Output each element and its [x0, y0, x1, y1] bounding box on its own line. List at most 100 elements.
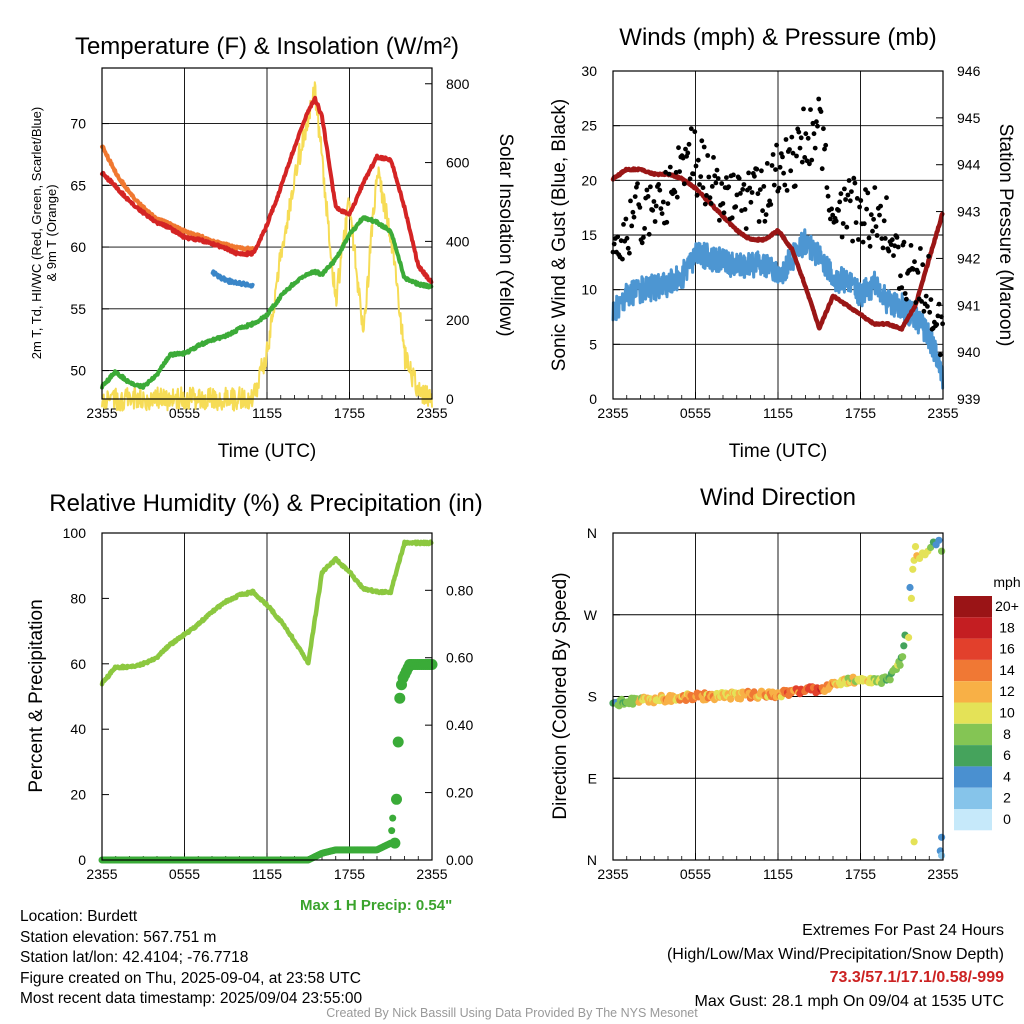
wind-panel-title: Winds (mph) & Pressure (mb): [619, 24, 936, 51]
gust-point: [672, 189, 678, 195]
wind-y2tick-label: 946: [957, 63, 981, 79]
gust-point: [762, 218, 768, 224]
gust-point: [839, 234, 845, 240]
extremes-block: Extremes For Past 24 Hours (High/Low/Max…: [667, 919, 1004, 1013]
legend-swatch: [954, 617, 992, 639]
rh-ytick-label: 0: [78, 852, 86, 868]
dir-xtick-label: 2355: [927, 866, 958, 882]
direction-point: [896, 661, 904, 669]
dir-xtick-label: 2355: [597, 866, 628, 882]
gust-point: [840, 221, 846, 226]
legend-label: 0: [1003, 811, 1011, 827]
gust-point: [757, 187, 763, 193]
wind-ytick-label: 20: [581, 172, 597, 188]
gust-point: [898, 273, 903, 279]
gust-point: [842, 186, 847, 192]
gust-point: [788, 168, 794, 174]
sonic-wind-line: [611, 228, 945, 390]
gust-point: [634, 184, 639, 190]
gust-point: [936, 301, 942, 307]
gust-point: [864, 206, 869, 212]
wind-ytick-label: 10: [581, 282, 597, 298]
gust-point: [849, 189, 854, 195]
gust-point: [782, 182, 788, 188]
dir-xtick-label: 1155: [763, 866, 793, 882]
rh-y2tick-label: 0.00: [446, 852, 473, 868]
gust-point: [833, 218, 839, 224]
figure-created: Figure created on Thu, 2025-09-04, at 23…: [20, 969, 361, 987]
gust-point: [823, 142, 829, 148]
gust-point: [656, 182, 661, 187]
credit-line: Created By Nick Bassill Using Data Provi…: [326, 1006, 698, 1020]
station-latlon: Station lat/lon: 42.4104; -76.7718: [20, 949, 249, 966]
gust-point: [873, 224, 879, 230]
gust-point: [721, 210, 727, 216]
gust-point: [776, 185, 782, 191]
rh-ytick-label: 80: [70, 590, 86, 606]
gust-point: [631, 214, 637, 220]
gust-point: [719, 181, 725, 186]
gust-point: [748, 199, 754, 205]
dir-ytick-label: E: [588, 770, 597, 786]
gust-point: [681, 181, 687, 187]
gust-point: [660, 199, 666, 205]
gust-point: [844, 224, 850, 230]
wind-xtick-label: 2355: [597, 405, 628, 421]
dir-y-label: Direction (Colored By Speed): [550, 572, 571, 819]
wind-xtick-label: 2355: [927, 405, 958, 421]
gust-point: [709, 184, 715, 189]
direction-point: [910, 838, 918, 846]
gust-point: [861, 221, 867, 227]
gust-point: [621, 222, 626, 227]
temp-y-label-2: & 9m T (Orange): [44, 184, 59, 281]
gust-point: [770, 152, 776, 157]
gust-point: [646, 231, 652, 237]
gust-point: [705, 153, 711, 158]
gust-point: [685, 150, 691, 156]
gust-point: [796, 129, 802, 135]
gust-point: [736, 176, 742, 181]
gust-point: [652, 219, 658, 224]
gust-point: [801, 106, 806, 112]
gust-point: [777, 164, 783, 170]
direction-point: [911, 543, 920, 551]
gust-point: [822, 146, 827, 152]
wind-xtick-label: 1155: [763, 405, 793, 421]
temp-xtick-label: 1755: [334, 405, 365, 421]
gust-point: [627, 250, 632, 256]
gust-point: [683, 146, 688, 152]
gust-point: [846, 178, 852, 183]
gust-point: [756, 219, 762, 224]
temp-frame: [101, 67, 433, 400]
gust-point: [629, 223, 635, 229]
wind-y2tick-label: 939: [957, 391, 981, 407]
gust-point: [858, 198, 864, 203]
gust-point: [711, 155, 716, 160]
legend-swatch: [954, 723, 992, 746]
gust-point: [874, 233, 880, 238]
legend-label: 4: [1003, 768, 1011, 784]
gust-point: [628, 198, 633, 204]
gust-point: [659, 211, 665, 217]
dir-xtick-label: 0555: [680, 866, 711, 882]
gust-point: [729, 215, 735, 221]
gust-point: [632, 194, 638, 200]
gust-point: [704, 193, 709, 198]
wind-ytick-label: 0: [589, 391, 597, 407]
legend-swatch: [954, 766, 992, 788]
gust-point: [902, 291, 908, 296]
gust-point: [650, 207, 656, 213]
gust-point: [828, 216, 833, 222]
station-elevation: Station elevation: 567.751 m: [20, 928, 217, 946]
gust-point: [904, 296, 909, 302]
dir-legend-title: mph: [993, 574, 1020, 590]
gust-point: [707, 195, 713, 201]
gust-point: [913, 300, 919, 305]
dir-panel-title: Wind Direction: [700, 484, 856, 511]
legend-swatch: [954, 596, 992, 618]
temp-ytick-label: 50: [70, 363, 86, 379]
gust-point: [799, 159, 805, 165]
gust-point: [808, 107, 813, 112]
